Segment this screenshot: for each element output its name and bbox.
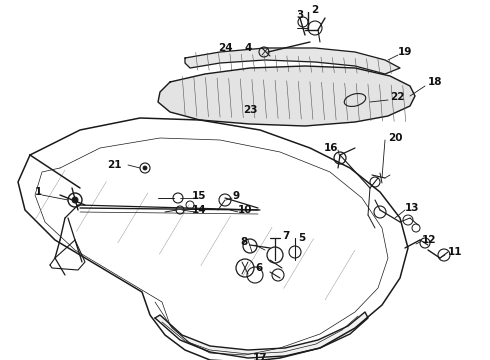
- Text: 5: 5: [298, 233, 305, 243]
- Text: 1: 1: [34, 187, 42, 197]
- Polygon shape: [158, 66, 415, 126]
- Text: 24: 24: [218, 43, 232, 53]
- Polygon shape: [155, 312, 368, 358]
- Text: 11: 11: [448, 247, 463, 257]
- Text: 12: 12: [422, 235, 437, 245]
- Circle shape: [72, 197, 78, 203]
- Text: 18: 18: [428, 77, 442, 87]
- Text: 19: 19: [398, 47, 413, 57]
- Text: 4: 4: [245, 43, 252, 53]
- Polygon shape: [185, 48, 400, 74]
- Text: 20: 20: [388, 133, 402, 143]
- Text: 17: 17: [253, 353, 268, 360]
- Text: 7: 7: [282, 231, 290, 241]
- Text: 8: 8: [240, 237, 247, 247]
- Circle shape: [143, 166, 147, 170]
- Text: 21: 21: [107, 160, 122, 170]
- Text: 14: 14: [192, 205, 207, 215]
- Text: 2: 2: [311, 5, 318, 15]
- Text: 16: 16: [323, 143, 338, 153]
- Text: 13: 13: [405, 203, 419, 213]
- Text: 9: 9: [232, 191, 239, 201]
- Text: 3: 3: [296, 10, 304, 20]
- Text: 22: 22: [390, 92, 405, 102]
- Text: 10: 10: [238, 205, 252, 215]
- Text: 23: 23: [243, 105, 257, 115]
- Text: 6: 6: [255, 263, 262, 273]
- Text: 15: 15: [192, 191, 206, 201]
